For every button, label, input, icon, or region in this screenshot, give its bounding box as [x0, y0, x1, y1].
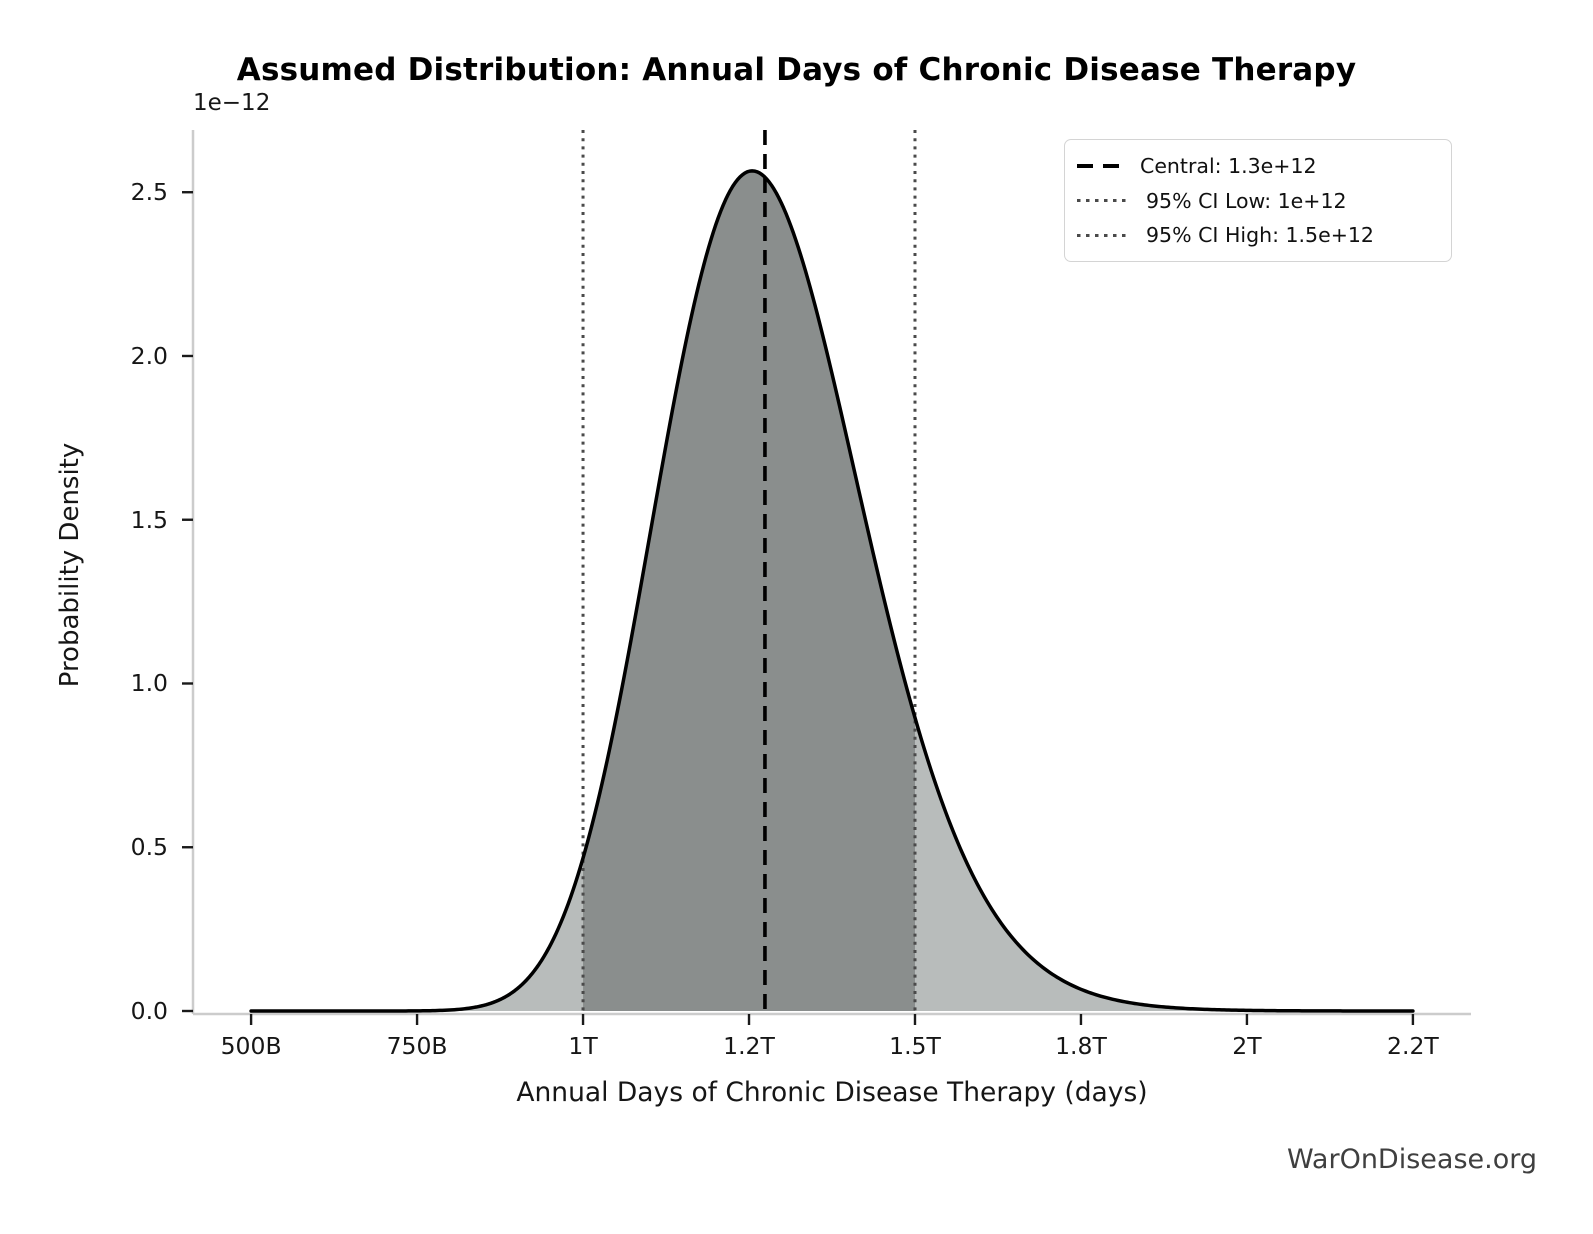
density-area-ci — [583, 170, 915, 1011]
legend-item-ci-high: 95% CI High: 1.5e+12 — [1077, 223, 1439, 247]
y-tick-label-2.5: 2.5 — [130, 178, 168, 207]
x-tick-label-750B: 750B — [386, 1032, 448, 1060]
y-tick-label-1.5: 1.5 — [130, 505, 168, 534]
y-tick-label-2.0: 2.0 — [130, 341, 168, 370]
legend-label-ci-high: 95% CI High: 1.5e+12 — [1146, 223, 1374, 248]
dashed-line-sample-icon — [1077, 163, 1123, 168]
x-tick-label-1.8T: 1.8T — [1055, 1032, 1107, 1060]
legend-label-ci-low: 95% CI Low: 1e+12 — [1146, 188, 1347, 213]
legend-label-central: Central: 1.3e+12 — [1140, 153, 1317, 178]
dotted-line-sample-icon — [1077, 199, 1129, 202]
y-tick-label-1.0: 1.0 — [130, 669, 168, 698]
y-tick-label-0.5: 0.5 — [130, 833, 168, 862]
x-tick-label-500B: 500B — [220, 1032, 282, 1060]
legend-item-central: Central: 1.3e+12 — [1077, 154, 1439, 178]
density-curve — [249, 169, 1415, 1013]
y-axis-label: Probability Density — [55, 442, 85, 688]
legend-item-ci-low: 95% CI Low: 1e+12 — [1077, 189, 1439, 213]
y-axis-offset-label: 1e−12 — [193, 90, 271, 116]
x-tick-label-1.5T: 1.5T — [889, 1032, 941, 1060]
legend: Central: 1.3e+12 95% CI Low: 1e+12 95% C… — [1064, 139, 1452, 262]
x-tick-label-1.2T: 1.2T — [723, 1032, 775, 1060]
x-tick-label-2T: 2T — [1232, 1032, 1262, 1060]
watermark: WarOnDisease.org — [1286, 1144, 1537, 1175]
dotted-line-sample-icon — [1077, 233, 1129, 237]
x-axis-label: Annual Days of Chronic Disease Therapy (… — [516, 1077, 1148, 1108]
x-tick-label-2.2T: 2.2T — [1387, 1032, 1439, 1060]
x-tick-label-1T: 1T — [568, 1032, 598, 1060]
y-tick-label-0.0: 0.0 — [130, 997, 168, 1025]
chart-title: Assumed Distribution: Annual Days of Chr… — [236, 52, 1357, 88]
